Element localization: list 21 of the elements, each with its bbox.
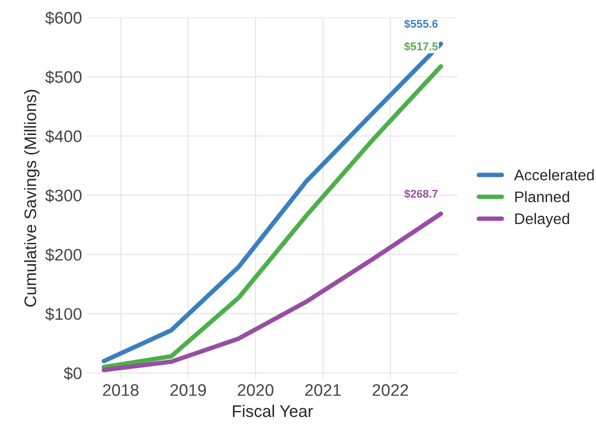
data-label: $555.6 bbox=[404, 19, 438, 28]
y-tick-label: $400 bbox=[45, 130, 82, 144]
x-tick-label: 2022 bbox=[372, 384, 408, 396]
x-tick-label: 2021 bbox=[305, 384, 341, 396]
x-tick-label: 2018 bbox=[103, 384, 139, 396]
x-axis-title: Fiscal Year bbox=[232, 404, 313, 418]
x-tick-label: 2020 bbox=[238, 384, 274, 396]
y-tick-label: $300 bbox=[45, 188, 82, 202]
legend-label: Planned bbox=[515, 191, 570, 202]
y-tick-label: $100 bbox=[45, 307, 82, 321]
data-label: $517.5 bbox=[404, 42, 438, 52]
legend-label: Delayed bbox=[515, 212, 570, 228]
y-tick-label: $600 bbox=[45, 11, 82, 25]
y-axis-title: Cumulative Savings (Millions) bbox=[24, 90, 40, 307]
x-tick-label: 2019 bbox=[170, 384, 206, 396]
legend-label: Accelerated bbox=[514, 169, 594, 180]
y-tick-label: $0 bbox=[64, 366, 82, 380]
line-series bbox=[102, 212, 444, 372]
y-tick-label: $200 bbox=[45, 248, 82, 262]
data-label: $268.7 bbox=[404, 189, 438, 198]
y-tick-label: $500 bbox=[45, 70, 82, 84]
